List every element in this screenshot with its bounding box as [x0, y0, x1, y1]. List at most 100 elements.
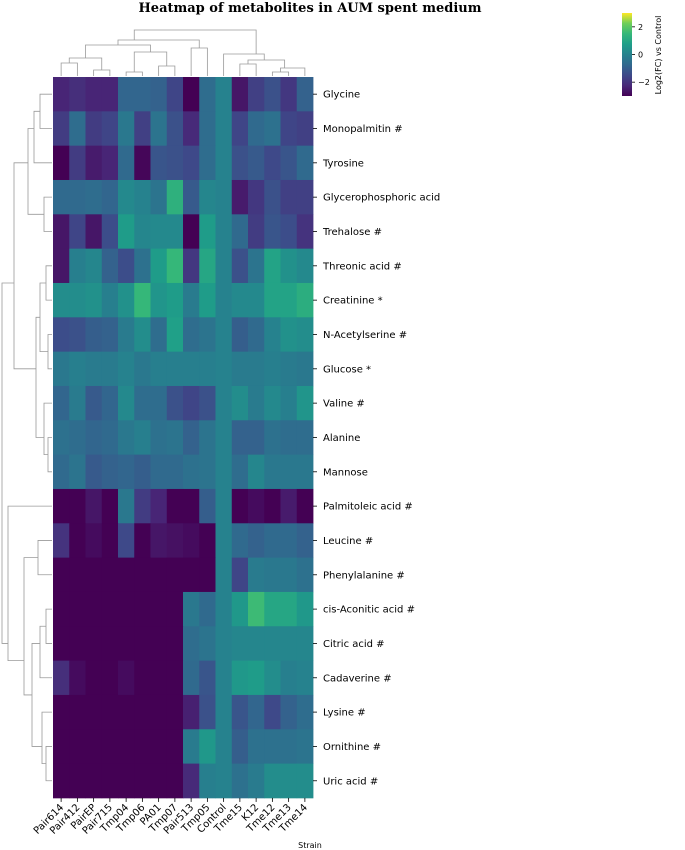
- heatmap-cell: [248, 454, 265, 490]
- heatmap-cell: [280, 523, 298, 559]
- heatmap-cell: [248, 214, 265, 250]
- heatmap-cell: [199, 694, 216, 730]
- heatmap-cell: [101, 317, 119, 353]
- dendrogram-link: [45, 746, 52, 782]
- heatmap-cell: [85, 111, 103, 147]
- heatmap-cell: [134, 214, 151, 250]
- heatmap-cell: [231, 729, 249, 764]
- heatmap-cell: [53, 248, 70, 284]
- colorbar: 2 0 −2 Log2(FC) vs Control: [622, 13, 663, 96]
- heatmap-cell: [183, 557, 200, 593]
- heatmap-cell: [215, 145, 233, 181]
- heatmap-cell: [53, 729, 70, 764]
- heatmap-cell: [134, 282, 151, 318]
- heatmap-cell: [248, 111, 265, 147]
- chart-title: Heatmap of metabolites in AUM spent medi…: [139, 1, 482, 16]
- heatmap-cell: [248, 523, 265, 559]
- heatmap-cell: [118, 385, 135, 421]
- heatmap-cell: [280, 214, 298, 250]
- heatmap-cell: [69, 488, 86, 524]
- heatmap-cell: [53, 282, 70, 318]
- heatmap-cell: [53, 591, 70, 627]
- heatmap-cell: [215, 77, 233, 112]
- heatmap-cell: [53, 763, 70, 799]
- heatmap-cell: [118, 145, 135, 181]
- heatmap-cell: [166, 626, 184, 662]
- dendrogram-link: [239, 63, 257, 76]
- heatmap-cell: [85, 351, 103, 387]
- heatmap-cell: [215, 454, 233, 490]
- heatmap-cell: [231, 385, 249, 421]
- heatmap-cell: [248, 626, 265, 662]
- heatmap-cell: [118, 420, 135, 456]
- heatmap-cell: [296, 488, 314, 524]
- dendrogram-link: [45, 608, 52, 644]
- dendrogram-link: [27, 128, 44, 215]
- heatmap-cell: [264, 626, 281, 662]
- heatmap-cell: [199, 591, 216, 627]
- heatmap-cell: [53, 77, 70, 112]
- heatmap-cell: [296, 145, 314, 181]
- heatmap-cell: [248, 351, 265, 387]
- heatmap-cell: [248, 282, 265, 318]
- heatmap-cell: [215, 694, 233, 730]
- heatmap-cell: [85, 626, 103, 662]
- dendrogram-link: [37, 540, 52, 576]
- heatmap-cell: [166, 660, 184, 696]
- heatmap-cell: [69, 351, 86, 387]
- dendrogram-link: [35, 316, 44, 438]
- heatmap-cell: [150, 557, 168, 593]
- heatmap-cell: [231, 77, 249, 112]
- heatmap-cell: [183, 420, 200, 456]
- heatmap-cell: [150, 591, 168, 627]
- dendrogram-link: [31, 643, 42, 747]
- heatmap-cell: [118, 351, 135, 387]
- row-label: N-Acetylserine #: [323, 330, 407, 341]
- heatmap-cell: [248, 145, 265, 181]
- heatmap-cell: [248, 488, 265, 524]
- heatmap-cell: [264, 282, 281, 318]
- row-dendrogram: [1, 93, 52, 782]
- heatmap-cell: [134, 523, 151, 559]
- column-dendrogram: [60, 29, 306, 76]
- heatmap-cell: [53, 111, 70, 147]
- heatmap-cell: [248, 248, 265, 284]
- row-label: Phenylalanine #: [323, 570, 405, 581]
- heatmap-cell: [296, 420, 314, 456]
- row-label: Uric acid #: [323, 776, 378, 787]
- heatmap-cell: [134, 179, 151, 215]
- heatmap-cell: [166, 179, 184, 215]
- heatmap-cell: [215, 385, 233, 421]
- heatmap-cell: [101, 351, 119, 387]
- heatmap-cell: [199, 248, 216, 284]
- heatmap-cell: [199, 488, 216, 524]
- heatmap-cell: [53, 454, 70, 490]
- heatmap-cell: [231, 111, 249, 147]
- heatmap-cell: [199, 214, 216, 250]
- heatmap-cell: [264, 351, 281, 387]
- dendrogram-link: [247, 59, 286, 68]
- heatmap-cell: [296, 77, 314, 112]
- dendrogram-link: [47, 334, 52, 370]
- heatmap-cell: [85, 420, 103, 456]
- heatmap-cell: [101, 420, 119, 456]
- heatmap-cell: [134, 77, 151, 112]
- heatmap-cell: [118, 591, 135, 627]
- heatmap-cell: [296, 557, 314, 593]
- heatmap-cell: [231, 282, 249, 318]
- heatmap-cell: [85, 385, 103, 421]
- heatmap-cell: [85, 317, 103, 353]
- heatmap-cell: [53, 626, 70, 662]
- heatmap-cell: [215, 248, 233, 284]
- heatmap-cell: [53, 351, 70, 387]
- heatmap-cell: [215, 351, 233, 387]
- heatmap-cell: [85, 694, 103, 730]
- dendrogram-link: [45, 265, 52, 301]
- heatmap-cell: [296, 454, 314, 490]
- heatmap-cell: [69, 626, 86, 662]
- heatmap-cell: [85, 248, 103, 284]
- heatmap-cell: [134, 694, 151, 730]
- heatmap-cell: [85, 77, 103, 112]
- heatmap-cell: [231, 626, 249, 662]
- heatmap-cell: [85, 591, 103, 627]
